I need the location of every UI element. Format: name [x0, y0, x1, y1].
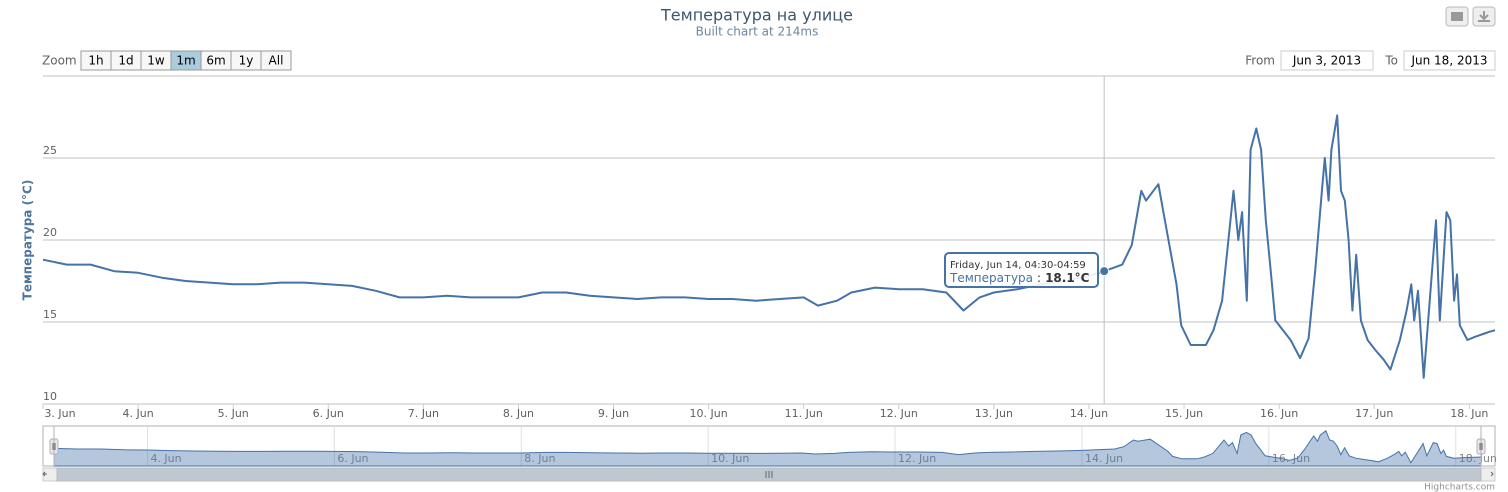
tooltip-part: 18.1°C: [1045, 271, 1090, 285]
x-tick-label: 15. Jun: [1165, 407, 1203, 420]
x-tick-label: 7. Jun: [408, 407, 439, 420]
y-tick-label: 25: [43, 144, 57, 157]
y-tick-label: 10: [43, 390, 57, 403]
navigator-area: [53, 430, 1482, 467]
x-tick-label: 6. Jun: [313, 407, 344, 420]
from-input[interactable]: [1280, 50, 1374, 71]
scrollbar-right-arrow[interactable]: [1490, 471, 1494, 477]
navigator-tick-label: 10. Jun: [711, 452, 749, 465]
x-tick-label: 11. Jun: [785, 407, 823, 420]
range-button-label[interactable]: 1m: [176, 54, 195, 68]
tooltip: Friday, Jun 14, 04:30-04:59Температура:1…: [944, 252, 1099, 288]
to-label: To: [1384, 54, 1398, 68]
x-tick-label: 10. Jun: [690, 407, 728, 420]
tooltip-box: [944, 252, 1099, 288]
range-button-label[interactable]: 1d: [118, 54, 133, 68]
navigator-tick-label: 8. Jun: [524, 452, 555, 465]
x-tick-label: 12. Jun: [880, 407, 918, 420]
from-value[interactable]: Jun 3, 2013: [1292, 54, 1361, 68]
x-tick-label: 13. Jun: [975, 407, 1013, 420]
range-button-label[interactable]: 1w: [147, 54, 165, 68]
range-button-label[interactable]: 1h: [88, 54, 103, 68]
navigator-tick-label: 18. Jun: [1459, 452, 1497, 465]
x-tick-label: 14. Jun: [1070, 407, 1108, 420]
range-button[interactable]: [260, 50, 292, 71]
x-tick-label: 4. Jun: [122, 407, 153, 420]
x-tick-label: 17. Jun: [1355, 407, 1393, 420]
range-button-label[interactable]: 1y: [239, 54, 254, 68]
navigator-tick-label: 12. Jun: [898, 452, 936, 465]
scrollbar-grip: [765, 471, 773, 478]
x-tick-label: 5. Jun: [218, 407, 249, 420]
from-label: From: [1245, 54, 1275, 68]
navigator-tick-label: 14. Jun: [1085, 452, 1123, 465]
zoom-label: Zoom: [42, 54, 77, 68]
print-icon: [1451, 12, 1463, 21]
hover-marker: [1099, 266, 1110, 277]
navigator-tick-label: 6. Jun: [337, 452, 368, 465]
x-tick-label: 3. Jun: [44, 407, 75, 420]
scrollbar-left-arrow[interactable]: [42, 471, 47, 477]
y-tick-label: 15: [43, 308, 57, 321]
x-tick-label: 9. Jun: [598, 407, 629, 420]
navigator-handle-grip: [52, 443, 56, 450]
chart-subtitle: Built chart at 214ms: [696, 25, 819, 39]
tooltip-line: Температура:18.1°C: [949, 271, 1090, 285]
series-line: [42, 114, 1496, 379]
to-input[interactable]: [1403, 50, 1496, 71]
x-tick-label: 16. Jun: [1260, 407, 1298, 420]
tooltip-part: Температура: [949, 271, 1033, 285]
range-button-label[interactable]: 6m: [206, 54, 225, 68]
x-tick-label: 18. Jun: [1450, 407, 1488, 420]
navigator-handle-grip: [1479, 443, 1483, 450]
y-axis-title: Температура (°C): [21, 180, 35, 301]
export-buttons[interactable]: [1445, 6, 1496, 27]
y-tick-label: 20: [43, 226, 57, 239]
to-value[interactable]: Jun 18, 2013: [1410, 54, 1487, 68]
chart-title: Температура на улице: [660, 6, 853, 25]
tooltip-header: Friday, Jun 14, 04:30-04:59: [950, 260, 1086, 271]
navigator-tick-label: 4. Jun: [150, 452, 181, 465]
tooltip-part: :: [1037, 271, 1041, 285]
x-tick-label: 8. Jun: [503, 407, 534, 420]
export-icon: [1478, 11, 1490, 22]
range-button-label[interactable]: All: [269, 54, 284, 68]
credits[interactable]: Highcharts.com: [1424, 483, 1495, 492]
